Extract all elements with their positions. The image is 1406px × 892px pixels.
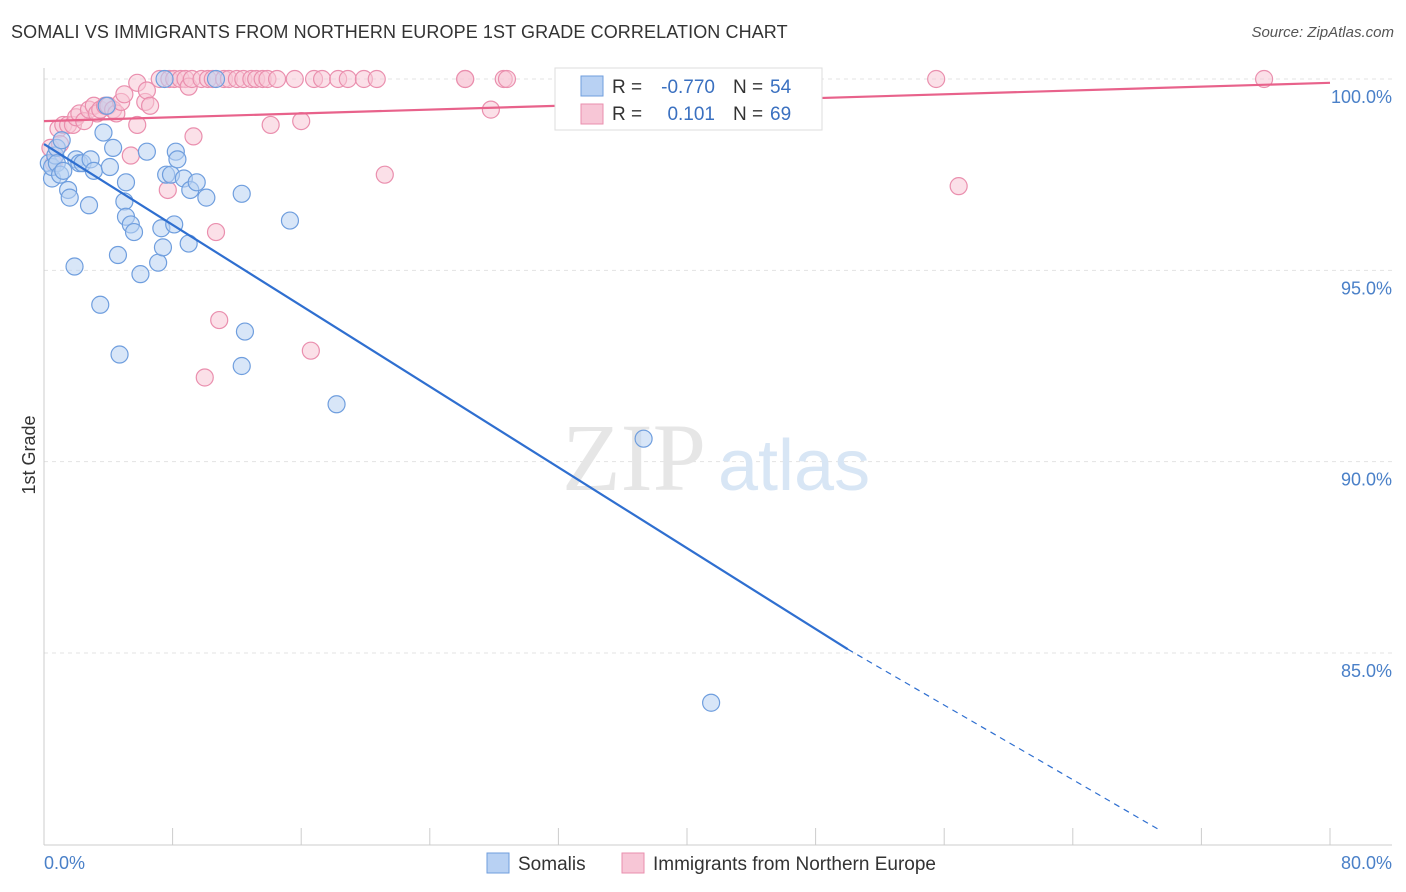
northern-europe-point	[1254, 69, 1274, 89]
bottom-legend-label-somalis: Somalis	[518, 854, 586, 875]
source-credit: Source: ZipAtlas.com	[1251, 24, 1394, 41]
somalis-point	[116, 173, 136, 192]
northern-europe-point	[456, 69, 475, 89]
somalis-point	[197, 188, 216, 207]
northern-europe-point	[338, 69, 357, 89]
northern-europe-point	[121, 146, 140, 165]
bottom-legend-label-northern-europe: Immigrants from Northern Europe	[653, 854, 936, 875]
somalis-point	[206, 69, 226, 89]
northern-europe-point	[158, 180, 177, 200]
legend-r-value-northern-europe: 0.101	[667, 104, 715, 125]
somalis-point	[232, 184, 251, 203]
northern-europe-point	[206, 222, 226, 242]
somalis-point	[327, 395, 346, 414]
y-axis-label: 1st Grade	[19, 415, 39, 494]
x-tick-label-min: 0.0%	[44, 853, 85, 873]
somalis-point	[232, 356, 251, 376]
northern-europe-point	[128, 115, 147, 135]
somalis-point	[235, 322, 255, 341]
somalis-point	[137, 142, 156, 161]
y-tick-label: 95.0%	[1341, 278, 1392, 298]
watermark-atlas: atlas	[718, 426, 870, 506]
watermark-zip: ZIP	[562, 404, 706, 511]
series-legend: Somalis Immigrants from Northern Europe	[486, 852, 936, 875]
northern-europe-point	[140, 96, 160, 115]
somalis-point	[91, 295, 110, 314]
x-axis-ticks	[43, 828, 1331, 845]
legend-r-value-somalis: -0.770	[661, 77, 715, 98]
northern-europe-point	[267, 69, 287, 89]
somalis-point	[153, 238, 173, 257]
legend-swatch-northern-europe	[580, 103, 604, 125]
y-tick-label: 90.0%	[1341, 470, 1392, 490]
somalis-point	[100, 157, 120, 177]
northern-europe-point	[195, 368, 214, 387]
somalis-point	[60, 188, 79, 207]
somalis-point	[97, 96, 116, 115]
northern-europe-point	[261, 115, 280, 135]
legend-r-label-somalis: R =	[612, 77, 642, 98]
legend-n-value-northern-europe: 69	[770, 104, 791, 125]
northern-europe-point	[375, 165, 394, 184]
northern-europe-point	[292, 111, 311, 131]
legend-n-label-northern-europe: N =	[733, 104, 763, 125]
series-northern-europe-points	[41, 69, 1274, 387]
somalis-point	[280, 211, 300, 230]
northern-europe-point	[312, 69, 332, 89]
somalis-trend-extension	[847, 648, 1162, 832]
northern-europe-point	[481, 100, 500, 119]
bottom-legend-swatch-northern-europe	[621, 852, 645, 874]
legend-n-label-somalis: N =	[733, 77, 763, 98]
legend-r-label-northern-europe: R =	[612, 104, 642, 125]
northern-europe-point	[949, 177, 968, 196]
stats-legend: R = -0.770 N = 54 R = 0.101 N = 69	[554, 67, 823, 131]
y-tick-label: 100.0%	[1331, 87, 1392, 107]
somalis-point	[124, 222, 144, 242]
northern-europe-point	[210, 310, 229, 330]
somalis-point	[54, 161, 73, 180]
northern-europe-point	[927, 69, 946, 89]
somalis-point	[94, 123, 113, 142]
somalis-point	[104, 138, 123, 157]
somalis-point	[149, 253, 168, 272]
somalis-point	[79, 196, 99, 215]
somalis-point	[65, 257, 84, 276]
somalis-trend-line	[43, 143, 849, 651]
northern-europe-point	[301, 341, 320, 360]
northern-europe-point	[497, 69, 517, 89]
legend-n-value-somalis: 54	[770, 77, 792, 98]
chart-title: SOMALI VS IMMIGRANTS FROM NORTHERN EUROP…	[11, 22, 788, 42]
bottom-legend-swatch-somalis	[486, 852, 510, 874]
somalis-point	[168, 150, 187, 169]
somalis-point	[52, 131, 71, 150]
somalis-point	[702, 693, 721, 712]
northern-europe-point	[367, 69, 386, 89]
northern-europe-point	[115, 85, 134, 104]
somalis-point	[634, 429, 653, 448]
somalis-point	[131, 265, 150, 284]
legend-swatch-somalis	[580, 75, 604, 97]
northern-europe-point	[184, 127, 203, 146]
somalis-point	[108, 245, 128, 265]
y-tick-labels: 100.0% 95.0% 90.0% 85.0%	[1331, 87, 1392, 681]
northern-europe-point	[285, 69, 304, 89]
somalis-point	[110, 345, 129, 364]
somalis-point	[187, 173, 206, 192]
series-somalis-points	[39, 69, 721, 712]
x-tick-label-max: 80.0%	[1341, 853, 1392, 873]
y-tick-label: 85.0%	[1341, 661, 1392, 681]
somalis-point	[155, 69, 174, 89]
